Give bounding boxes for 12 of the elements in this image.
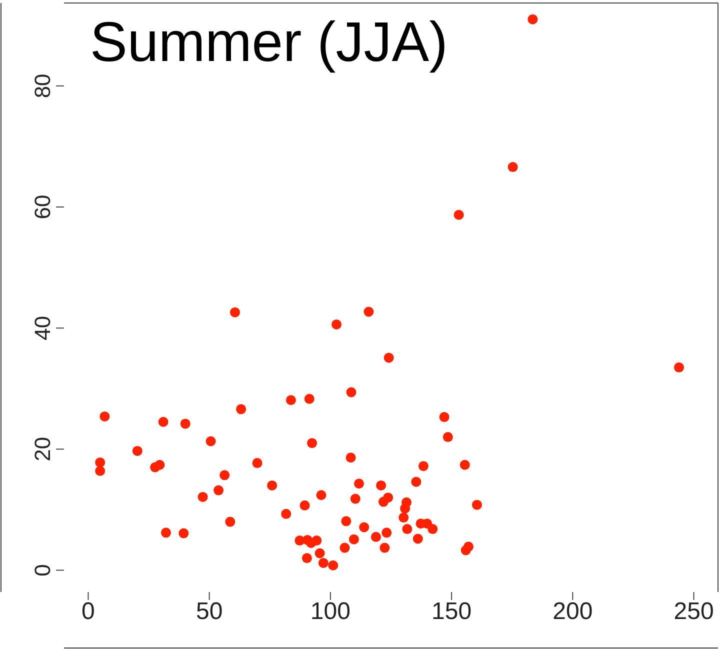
x-tick-label: 250 (674, 598, 714, 626)
x-tick-label: 0 (82, 598, 95, 626)
y-tick-label: 40 (30, 316, 55, 340)
y-tick-label: 20 (30, 436, 55, 462)
x-tick-label: 100 (310, 598, 350, 626)
y-tick-label: 60 (30, 194, 55, 220)
chart-title: Summer (JJA) (90, 9, 448, 75)
y-tick-label: 80 (30, 74, 55, 98)
x-tick-label: 150 (432, 598, 472, 626)
y-tick-label: 0 (30, 564, 55, 576)
x-tick-label: 50 (196, 598, 223, 626)
x-tick-label: 200 (552, 598, 593, 626)
